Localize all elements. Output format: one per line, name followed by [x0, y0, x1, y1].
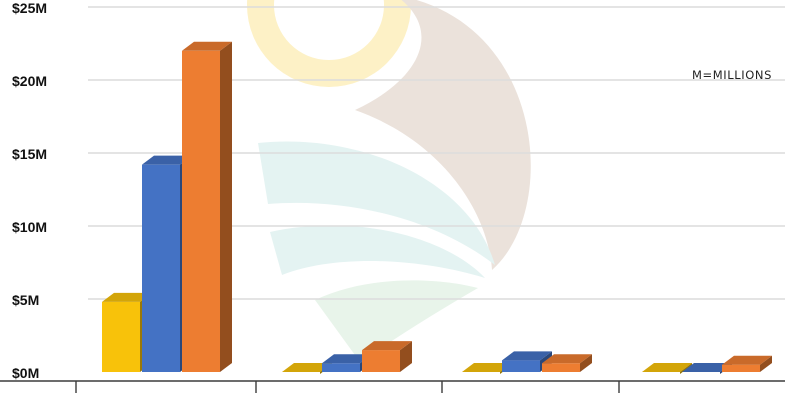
- bar: [362, 341, 412, 372]
- x-axis: [0, 380, 785, 393]
- watermark-sun-core: [274, 0, 384, 60]
- bar: [722, 355, 772, 372]
- watermark-leaf-shape: [258, 141, 495, 265]
- y-axis-tick-labels: $0M $5M $10M $15M $20M $25M: [12, 0, 47, 381]
- y-tick-label: $5M: [12, 292, 39, 308]
- bar: [542, 354, 592, 372]
- chart-bars: [102, 41, 772, 374]
- y-tick-label: $25M: [12, 0, 47, 16]
- bar: [182, 41, 232, 373]
- watermark-leaf-shape: [315, 280, 478, 362]
- bar: [642, 363, 692, 374]
- watermark-leaf-shape: [270, 225, 485, 278]
- y-tick-label: $10M: [12, 219, 47, 235]
- y-tick-label: $20M: [12, 73, 47, 89]
- watermark-arc-shape: [355, 0, 531, 270]
- y-tick-label: $0M: [12, 365, 39, 381]
- units-annotation: M=MILLIONS: [692, 68, 772, 82]
- y-tick-label: $15M: [12, 146, 47, 162]
- watermark-logo: [247, 0, 531, 362]
